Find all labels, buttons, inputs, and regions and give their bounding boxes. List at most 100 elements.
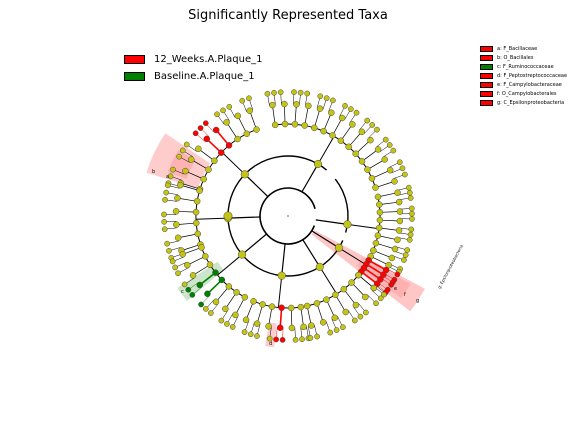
branch-order (237, 115, 248, 134)
taxon-node-family (212, 126, 220, 134)
taxon-node-genus (297, 89, 304, 96)
branch-order (379, 211, 400, 213)
taxon-node-family (373, 280, 381, 287)
key-text: c: F_Ruminococcaceae (497, 63, 554, 70)
taxon-node-genus (214, 111, 220, 118)
branch-phylum (281, 243, 286, 276)
taxon-node-family (177, 181, 184, 189)
taxon-node-family (173, 221, 180, 228)
taxon-node-genus (266, 335, 273, 342)
taxon-node-family (223, 119, 230, 126)
taxon-node-family (396, 217, 404, 225)
taxon-node-genus (314, 333, 320, 340)
taxon-node-order (352, 150, 359, 157)
key-item: b: O_Bacillales (480, 53, 567, 62)
taxon-node-family (293, 101, 300, 108)
taxon-node-family (362, 293, 369, 301)
branch-order (176, 210, 197, 213)
taxon-node-genus (164, 240, 170, 247)
taxon-node-genus (247, 331, 254, 338)
branch-phylum (244, 173, 269, 197)
taxon-node-genus (161, 226, 168, 233)
taxon-node-genus (179, 147, 186, 154)
taxon-node-genus (161, 211, 167, 218)
taxon-node-family (391, 178, 398, 185)
taxon-node-genus (327, 329, 334, 336)
clade-label-c: c (181, 289, 184, 295)
taxon-node-genus (229, 324, 236, 330)
taxon-node-class (334, 243, 343, 252)
taxon-node-order (233, 289, 240, 296)
branch-order (181, 244, 201, 251)
taxon-node-family (195, 145, 202, 153)
branch-order (245, 301, 254, 320)
taxon-node-genus (183, 141, 190, 148)
taxon-node-family (182, 167, 189, 175)
taxon-node-genus (402, 252, 409, 258)
branch-order (365, 263, 384, 276)
taxon-node-order (205, 166, 212, 173)
branch-order (379, 227, 400, 231)
legend-label: 12_Weeks.A.Plaque_1 (154, 54, 263, 65)
taxon-node-order (193, 198, 201, 205)
taxon-node-family (305, 102, 312, 110)
taxon-node-genus (409, 216, 415, 222)
branch-class (317, 136, 335, 165)
branch-order (272, 105, 276, 125)
key-swatch (480, 63, 493, 70)
taxon-node-family (380, 271, 387, 278)
taxon-node-class (277, 271, 286, 280)
branch-order (225, 292, 237, 310)
key-text: e: F_Campylobacteraceae (497, 81, 562, 88)
branch-order (343, 288, 357, 306)
taxon-node-family (370, 284, 378, 292)
taxon-node-genus (162, 196, 168, 203)
branch-order (379, 219, 400, 222)
taxon-node-order (234, 135, 241, 143)
key-swatch (480, 54, 493, 61)
taxon-node-genus (396, 159, 403, 166)
ring-class (227, 155, 344, 277)
taxon-node-genus (241, 329, 248, 335)
clade-label-g: g (416, 298, 419, 304)
ring-order (195, 190, 201, 245)
branch-phylum (241, 233, 267, 256)
taxon-node-order (271, 121, 279, 129)
branch-order (279, 307, 283, 328)
branch-order (226, 122, 238, 140)
branch-order (187, 256, 206, 266)
taxon-node-order (370, 247, 377, 254)
branch-order (323, 112, 332, 132)
taxon-node-genus (333, 327, 340, 333)
taxon-node-family (308, 322, 315, 329)
branch-phylum (311, 230, 340, 249)
branch-class (338, 247, 367, 266)
taxon-node-genus (317, 93, 324, 100)
taxon-node-family (253, 320, 261, 327)
taxon-node-order (372, 184, 379, 191)
legend-swatch-green (124, 72, 145, 81)
taxon-node-order (332, 291, 339, 299)
taxon-node-genus (351, 317, 358, 324)
taxon-node-genus (406, 236, 413, 243)
key-item: a: F_Bacillaceae (480, 44, 567, 53)
key-item: f: O_Campylobacterales (480, 89, 567, 98)
taxon-node-genus (390, 147, 397, 154)
taxon-node-genus (363, 309, 369, 316)
clade-label-b: b (152, 169, 155, 175)
taxon-node-family (174, 194, 181, 202)
taxon-node-family (246, 107, 253, 115)
taxon-node-genus (304, 90, 311, 97)
key-text: d: F_Peptostreptococcaceae (497, 72, 568, 79)
root-node (287, 215, 289, 217)
key-swatch (480, 72, 493, 79)
taxon-node-order (278, 304, 285, 312)
taxon-node-genus (406, 189, 413, 196)
taxon-node-genus (170, 166, 176, 173)
taxon-node-family (338, 114, 346, 122)
taxon-node-genus (189, 292, 196, 298)
taxon-node-order (372, 239, 380, 247)
taxon-node-order (200, 175, 207, 183)
taxon-node-order (225, 283, 233, 290)
